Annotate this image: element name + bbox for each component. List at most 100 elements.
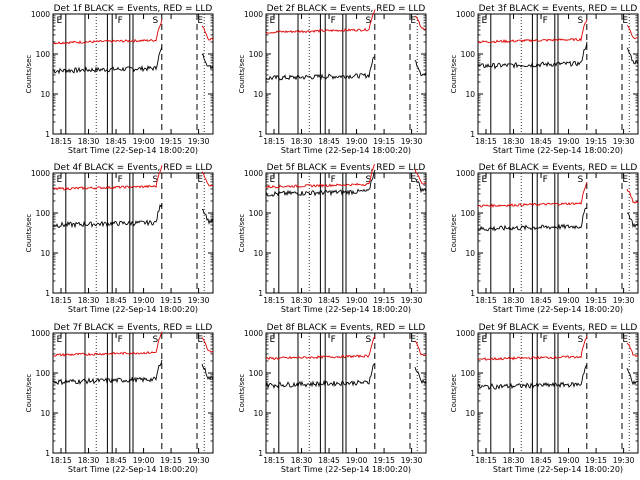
event-marker-label: F [118, 335, 123, 345]
y-axis-label: Counts/sec [450, 374, 458, 413]
events-series-line [265, 169, 376, 197]
lld-series-line [201, 337, 214, 353]
x-axis-label: Start Time (22-Sep-14 18:00:20) [281, 146, 411, 155]
events-series-line [477, 207, 588, 232]
y-tick-label: 100 [36, 50, 51, 59]
y-tick-label: 10 [465, 409, 475, 418]
x-axis-label: Start Time (22-Sep-14 18:00:20) [68, 465, 198, 474]
y-tick-label: 1 [45, 130, 50, 139]
lld-series-line [477, 19, 588, 44]
y-tick-label: 10 [253, 90, 263, 99]
x-tick-label: 18:15 [263, 137, 285, 146]
x-tick-label: 18:15 [50, 137, 72, 146]
event-marker-label: E [622, 335, 628, 345]
events-series-line [52, 203, 163, 229]
chart-title: Det 4f BLACK = Events, RED = LLD [54, 163, 213, 173]
x-tick-label: 18:45 [105, 456, 127, 465]
event-marker-label: S [366, 175, 372, 185]
x-tick-label: 19:15 [373, 296, 395, 305]
chart-title: Det 3f BLACK = Events, RED = LLD [479, 4, 638, 14]
lld-series-line [201, 171, 214, 187]
x-tick-label: 19:15 [585, 296, 607, 305]
x-tick-label: 19:30 [401, 456, 423, 465]
x-tick-label: 18:45 [105, 137, 127, 146]
y-tick-label: 1000 [31, 10, 50, 19]
x-tick-label: 19:30 [613, 456, 635, 465]
event-marker-label: E [270, 335, 276, 345]
event-marker-label: S [153, 335, 159, 345]
events-series-line [477, 41, 588, 70]
lld-series-line [52, 19, 163, 45]
event-marker-label: E [410, 175, 416, 185]
y-tick-label: 100 [36, 369, 51, 378]
x-tick-label: 19:15 [160, 296, 182, 305]
chart-title: Det 2f BLACK = Events, RED = LLD [267, 4, 426, 14]
chart-title: Det 9f BLACK = Events, RED = LLD [479, 323, 638, 333]
chart-title: Det 7f BLACK = Events, RED = LLD [54, 323, 213, 333]
x-tick-label: 18:45 [318, 137, 340, 146]
event-marker-label: S [366, 16, 372, 26]
x-tick-label: 19:00 [346, 296, 368, 305]
y-axis-label: Counts/sec [238, 55, 246, 94]
event-marker-label: S [578, 16, 584, 26]
x-tick-label: 18:45 [318, 456, 340, 465]
x-tick-label: 19:00 [133, 296, 155, 305]
lld-series-line [265, 335, 376, 361]
y-axis-label: Counts/sec [25, 55, 33, 94]
x-tick-label: 18:30 [503, 296, 525, 305]
event-marker-label: E [410, 16, 416, 26]
event-marker-label: S [366, 335, 372, 345]
y-axis-label: Counts/sec [238, 374, 246, 413]
x-tick-label: 18:15 [475, 137, 497, 146]
x-axis-label: Start Time (22-Sep-14 18:00:20) [68, 146, 198, 155]
x-tick-label: 18:15 [263, 296, 285, 305]
y-tick-label: 10 [40, 90, 50, 99]
lld-series-line [52, 165, 163, 191]
y-axis-label: Counts/sec [238, 214, 246, 253]
y-tick-label: 100 [36, 209, 51, 218]
y-tick-label: 1000 [244, 10, 263, 19]
x-tick-label: 18:30 [503, 456, 525, 465]
event-marker-label: E [57, 16, 63, 26]
event-marker-label: E [622, 16, 628, 26]
chart-panel: Det 8f BLACK = Events, RED = LLD 1 10 100 10… [238, 323, 427, 474]
event-marker-label: E [482, 175, 488, 185]
x-tick-label: 18:30 [78, 296, 100, 305]
event-marker-label: E [270, 16, 276, 26]
y-tick-label: 10 [40, 409, 50, 418]
y-axis-label: Counts/sec [25, 374, 33, 413]
event-marker-label: S [578, 335, 584, 345]
lld-series-line [477, 336, 588, 361]
x-tick-label: 19:00 [558, 456, 580, 465]
events-series-line [265, 363, 376, 390]
lld-series-line [477, 181, 588, 208]
event-marker-label: F [118, 175, 123, 185]
x-axis-label: Start Time (22-Sep-14 18:00:20) [493, 146, 623, 155]
y-tick-label: 10 [465, 249, 475, 258]
event-marker-label: E [482, 16, 488, 26]
y-tick-label: 10 [40, 249, 50, 258]
x-axis-label: Start Time (22-Sep-14 18:00:20) [493, 305, 623, 314]
event-marker-label: S [153, 175, 159, 185]
event-marker-label: F [118, 16, 123, 26]
x-tick-label: 18:30 [291, 137, 313, 146]
x-tick-label: 18:15 [475, 296, 497, 305]
event-marker-label: E [57, 335, 63, 345]
y-tick-label: 10 [253, 409, 263, 418]
y-tick-label: 10 [465, 90, 475, 99]
chart-title: Det 8f BLACK = Events, RED = LLD [267, 323, 426, 333]
x-tick-label: 18:30 [291, 296, 313, 305]
lld-series-line [414, 15, 427, 30]
x-tick-label: 18:30 [78, 456, 100, 465]
event-marker-label: F [543, 16, 548, 26]
lld-series-line [414, 168, 427, 185]
event-marker-label: E [482, 335, 488, 345]
y-axis-label: Counts/sec [25, 214, 33, 253]
y-tick-label: 1000 [456, 10, 475, 19]
event-marker-label: E [410, 335, 416, 345]
chart-title: Det 1f BLACK = Events, RED = LLD [54, 4, 213, 14]
event-marker-label: S [578, 175, 584, 185]
x-axis-label: Start Time (22-Sep-14 18:00:20) [281, 465, 411, 474]
event-marker-label: E [197, 335, 203, 345]
x-tick-label: 19:30 [401, 137, 423, 146]
